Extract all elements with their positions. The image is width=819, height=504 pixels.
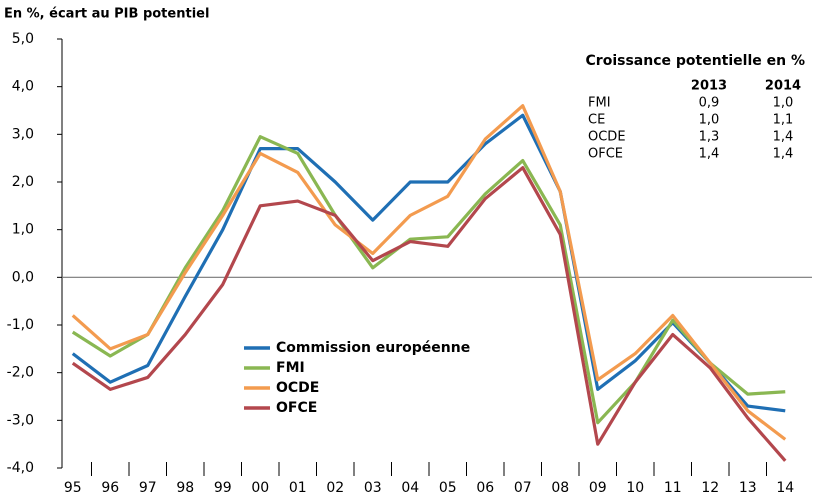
series-line (71, 135, 786, 425)
inset-cell: 1,4 (773, 147, 794, 162)
x-tick-label: 02 (326, 480, 344, 496)
inset-row-label: OFCE (588, 147, 623, 162)
x-tick-label: 98 (176, 480, 194, 496)
legend-label: Commission européenne (276, 340, 470, 356)
x-tick-label: 99 (214, 480, 232, 496)
series-line (71, 113, 786, 413)
x-tick-label: 08 (551, 480, 569, 496)
inset-row-label: FMI (588, 96, 611, 111)
x-tick-label: 97 (139, 480, 157, 496)
x-tick-label: 95 (64, 480, 82, 496)
y-tick-label: 5,0 (12, 31, 34, 47)
x-tick-label: 10 (626, 480, 644, 496)
legend-label: OCDE (276, 380, 319, 396)
inset-cell: 1,0 (773, 96, 794, 111)
y-tick-label: 3,0 (12, 126, 34, 142)
inset-cell: 1,0 (699, 113, 720, 128)
x-tick-label: 07 (514, 480, 532, 496)
x-tick-label: 01 (289, 480, 307, 496)
y-tick-label: 4,0 (12, 79, 34, 95)
inset-title: Croissance potentielle en % (586, 53, 805, 69)
inset-cell: 1,4 (699, 147, 720, 162)
y-tick-label: 2,0 (12, 174, 34, 190)
x-tick-label: 13 (739, 480, 757, 496)
x-tick-label: 11 (664, 480, 682, 496)
inset-cell: 1,3 (699, 130, 720, 145)
inset-cell: 1,1 (773, 113, 794, 128)
y-tick-label: 1,0 (12, 222, 34, 238)
x-tick-label: 00 (251, 480, 269, 496)
inset-column-header: 2014 (765, 79, 801, 94)
inset-row-label: CE (588, 113, 605, 128)
y-tick-label: 0,0 (12, 269, 34, 285)
y-tick-label: -1,0 (7, 317, 34, 333)
inset-cell: 0,9 (699, 96, 720, 111)
legend-label: FMI (276, 360, 305, 376)
inset-cell: 1,4 (773, 130, 794, 145)
subtitle: En %, écart au PIB potentiel (4, 7, 209, 22)
x-tick-label: 14 (776, 480, 794, 496)
series-line (71, 166, 787, 462)
x-tick-label: 05 (439, 480, 457, 496)
x-tick-label: 03 (364, 480, 382, 496)
x-tick-label: 96 (101, 480, 119, 496)
y-tick-label: -2,0 (7, 365, 34, 381)
x-tick-label: 09 (589, 480, 607, 496)
inset-column-header: 2013 (691, 79, 727, 94)
series-line (71, 104, 787, 441)
inset-row-label: OCDE (588, 130, 626, 145)
x-tick-label: 06 (476, 480, 494, 496)
legend-label: OFCE (276, 400, 317, 416)
y-tick-label: -3,0 (7, 412, 34, 428)
y-tick-label: -4,0 (7, 460, 34, 476)
x-tick-label: 12 (701, 480, 719, 496)
x-tick-label: 04 (401, 480, 419, 496)
